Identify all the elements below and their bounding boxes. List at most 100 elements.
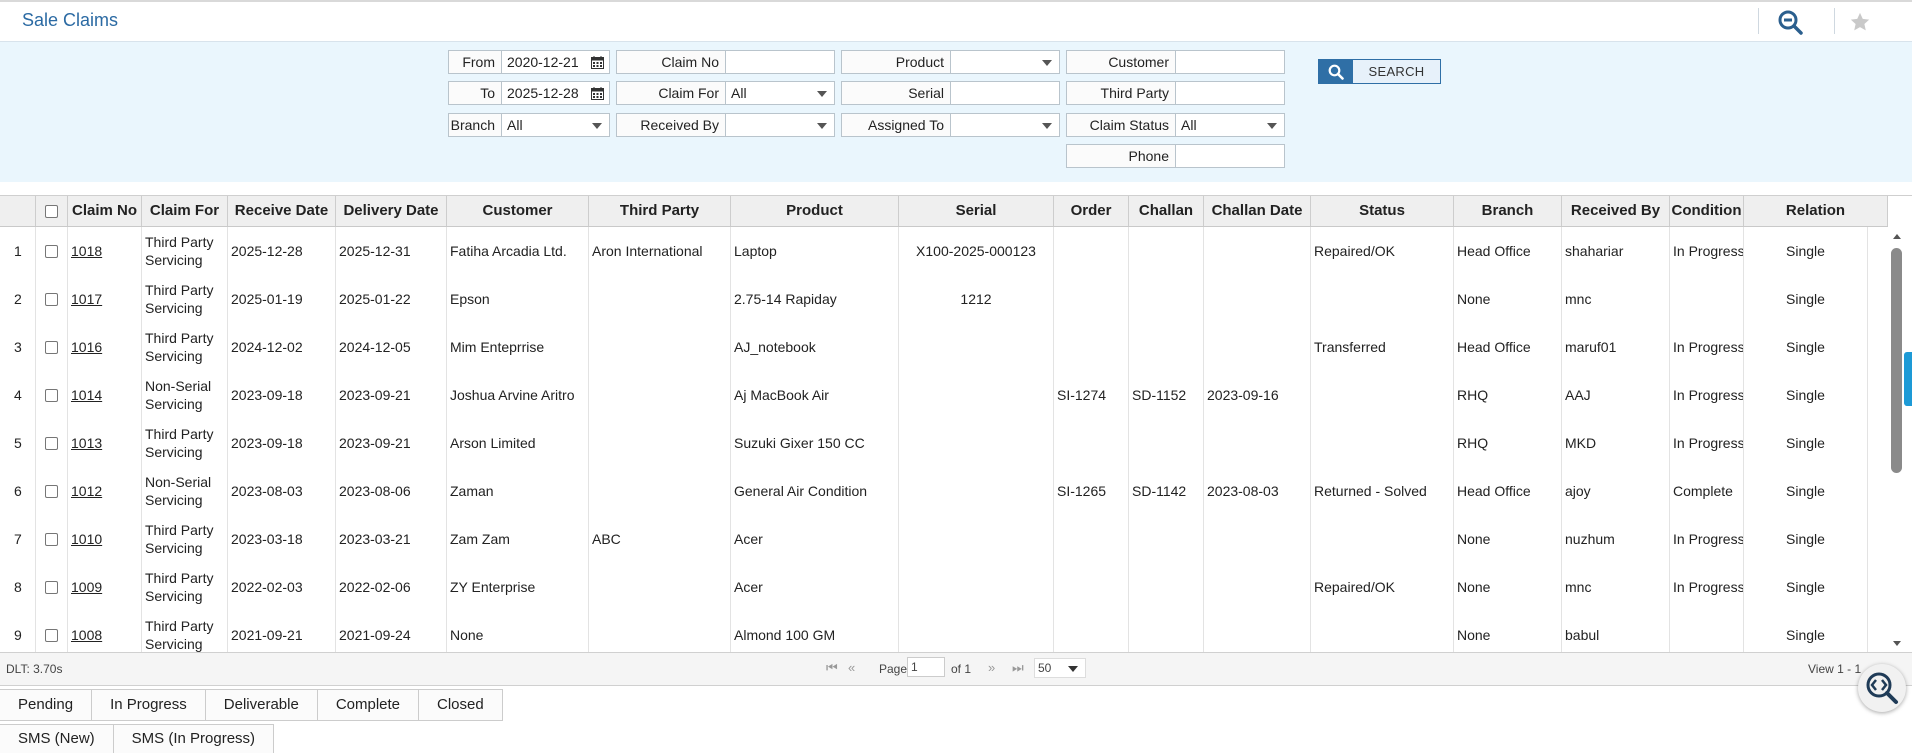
claim-no-input[interactable]	[725, 50, 835, 74]
received-by-select[interactable]	[725, 113, 835, 137]
tab-complete[interactable]: Complete	[318, 690, 420, 720]
search-button[interactable]: SEARCH	[1318, 59, 1441, 84]
scroll-up-icon[interactable]	[1892, 232, 1902, 240]
condition-cell: In Progress	[1670, 323, 1744, 371]
claim-no-link[interactable]: 1008	[71, 627, 103, 643]
table-row[interactable]: 4 1014 Non-Serial Servicing 2023-09-18 2023-…	[0, 371, 1868, 420]
product-cell: 2.75-14 Rapiday	[731, 275, 899, 323]
scrollbar-thumb[interactable]	[1891, 248, 1902, 473]
row-checkbox[interactable]	[45, 340, 58, 354]
to-date-input[interactable]: 2025-12-28	[501, 81, 610, 105]
third-party-input[interactable]	[1175, 81, 1285, 105]
vertical-scrollbar[interactable]	[1888, 232, 1906, 650]
star-icon[interactable]	[1846, 8, 1874, 36]
col-condition[interactable]: Condition	[1670, 196, 1744, 226]
claim-no-link[interactable]: 1016	[71, 339, 103, 355]
table-row[interactable]: 8 1009 Third Party Servicing 2022-02-03 2022…	[0, 563, 1868, 612]
col-received-by[interactable]: Received By	[1562, 196, 1670, 226]
claim-for-cell: Third Party Servicing	[142, 323, 228, 371]
zoom-out-icon[interactable]	[1776, 8, 1804, 36]
col-delivery-date[interactable]: Delivery Date	[336, 196, 447, 226]
table-row[interactable]: 3 1016 Third Party Servicing 2024-12-02 2024…	[0, 323, 1868, 372]
first-page-icon[interactable]: ⏮	[826, 660, 838, 675]
row-checkbox[interactable]	[45, 532, 58, 546]
table-row[interactable]: 2 1017 Third Party Servicing 2025-01-19 2025…	[0, 275, 1868, 324]
select-all-checkbox[interactable]	[45, 204, 58, 218]
order-cell: SI-1265	[1054, 467, 1129, 515]
delivery-date-cell: 2023-09-21	[336, 419, 447, 467]
claim-no-link[interactable]: 1013	[71, 435, 103, 451]
col-relation[interactable]: Relation	[1744, 196, 1888, 226]
tab-in-progress[interactable]: In Progress	[92, 690, 206, 720]
claim-status-value: All	[1181, 117, 1197, 133]
table-row[interactable]: 6 1012 Non-Serial Servicing 2023-08-03 2023-…	[0, 467, 1868, 516]
assigned-to-select[interactable]	[950, 113, 1060, 137]
status-cell: Repaired/OK	[1311, 563, 1454, 611]
col-receive-date[interactable]: Receive Date	[228, 196, 336, 226]
from-date-input[interactable]: 2020-12-21	[501, 50, 610, 74]
row-checkbox[interactable]	[45, 484, 58, 498]
customer-cell: ZY Enterprise	[447, 563, 589, 611]
table-row[interactable]: 9 1008 Third Party Servicing 2021-09-21 2021…	[0, 611, 1868, 660]
tab-deliverable[interactable]: Deliverable	[206, 690, 318, 720]
claim-no-link[interactable]: 1017	[71, 291, 103, 307]
next-page-icon[interactable]: »	[988, 660, 996, 675]
phone-input[interactable]	[1175, 144, 1285, 168]
product-cell: Laptop	[731, 227, 899, 275]
table-row[interactable]: 1 1018 Third Party Servicing 2025-12-28 2025…	[0, 227, 1868, 276]
col-order[interactable]: Order	[1054, 196, 1129, 226]
claim-for-select[interactable]: All	[725, 81, 835, 105]
table-row[interactable]: 5 1013 Third Party Servicing 2023-09-18 2023…	[0, 419, 1868, 468]
calendar-icon[interactable]	[591, 87, 604, 100]
page-size-select[interactable]: 50	[1034, 658, 1086, 678]
serial-cell	[899, 419, 1054, 467]
tab-sms-in-progress[interactable]: SMS (In Progress)	[114, 725, 275, 753]
row-checkbox[interactable]	[45, 244, 58, 258]
claim-no-link[interactable]: 1012	[71, 483, 103, 499]
delivery-date-cell: 2024-12-05	[336, 323, 447, 371]
row-checkbox[interactable]	[45, 388, 58, 402]
claim-no-link[interactable]: 1009	[71, 579, 103, 595]
branch-cell: RHQ	[1454, 419, 1562, 467]
received-by-cell: nuzhum	[1562, 515, 1670, 563]
col-challan[interactable]: Challan	[1129, 196, 1204, 226]
claim-no-cell: 1017	[68, 275, 142, 323]
col-product[interactable]: Product	[731, 196, 899, 226]
col-branch[interactable]: Branch	[1454, 196, 1562, 226]
row-checkbox[interactable]	[45, 628, 58, 642]
third-party-cell: ABC	[589, 515, 731, 563]
branch-select[interactable]: All	[501, 113, 610, 137]
claim-no-link[interactable]: 1018	[71, 243, 103, 259]
serial-cell	[899, 323, 1054, 371]
claim-no-link[interactable]: 1010	[71, 531, 103, 547]
tab-pending[interactable]: Pending	[0, 690, 93, 720]
code-magnifier-icon[interactable]	[1858, 664, 1906, 712]
customer-input[interactable]	[1175, 50, 1285, 74]
claim-no-label: Claim No	[616, 50, 725, 74]
side-panel-handle[interactable]	[1904, 352, 1912, 406]
calendar-icon[interactable]	[591, 56, 604, 69]
col-claim-for[interactable]: Claim For	[142, 196, 228, 226]
tab-sms-new[interactable]: SMS (New)	[0, 725, 114, 753]
scroll-down-icon[interactable]	[1892, 640, 1902, 648]
claim-status-select[interactable]: All	[1175, 113, 1285, 137]
order-cell	[1054, 515, 1129, 563]
col-status[interactable]: Status	[1311, 196, 1454, 226]
row-checkbox[interactable]	[45, 580, 58, 594]
col-customer[interactable]: Customer	[447, 196, 589, 226]
condition-cell	[1670, 611, 1744, 659]
col-challan-date[interactable]: Challan Date	[1204, 196, 1311, 226]
claim-no-link[interactable]: 1014	[71, 387, 103, 403]
row-checkbox[interactable]	[45, 292, 58, 306]
page-number-input[interactable]: 1	[907, 657, 945, 677]
table-row[interactable]: 7 1010 Third Party Servicing 2023-03-18 2023…	[0, 515, 1868, 564]
serial-input[interactable]	[950, 81, 1060, 105]
col-serial[interactable]: Serial	[899, 196, 1054, 226]
col-claim-no[interactable]: Claim No	[68, 196, 142, 226]
product-select[interactable]	[950, 50, 1060, 74]
prev-page-icon[interactable]: «	[848, 660, 856, 675]
last-page-icon[interactable]: ⏭	[1012, 660, 1024, 675]
col-third-party[interactable]: Third Party	[589, 196, 731, 226]
tab-closed[interactable]: Closed	[419, 690, 503, 720]
row-checkbox[interactable]	[45, 436, 58, 450]
